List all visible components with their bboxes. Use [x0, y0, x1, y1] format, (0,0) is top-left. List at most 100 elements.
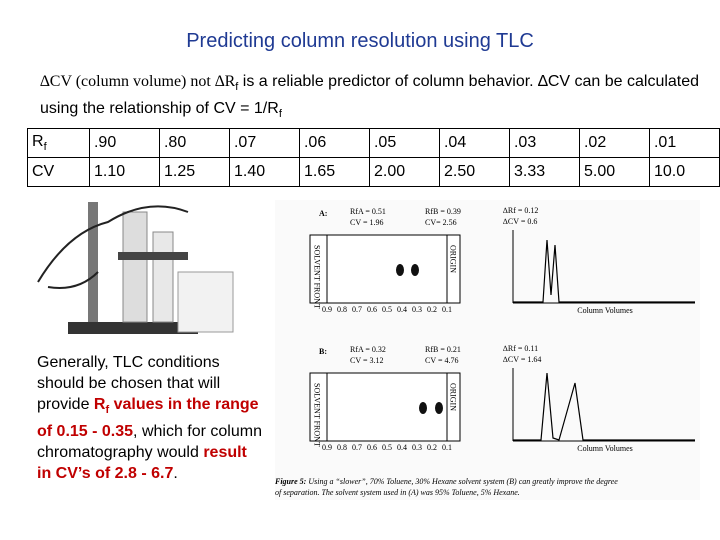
- column: [152, 231, 174, 323]
- rf-b: RfB = 0.39: [425, 207, 461, 216]
- rf-a: RfA = 0.51: [350, 207, 386, 216]
- front-label: SOLVENT FRONT: [313, 245, 322, 309]
- cv-a: CV = 1.96: [350, 218, 383, 227]
- scale-label: 0.7: [352, 305, 362, 314]
- rf-a: RfA = 0.32: [350, 345, 386, 354]
- scale-label: 0.8: [337, 443, 347, 452]
- subscript: f: [105, 404, 110, 417]
- table-cell: 5.00: [578, 157, 650, 187]
- slide-title: Predicting column resolution using TLC: [186, 30, 534, 52]
- scale-label: 0.3: [412, 305, 422, 314]
- scale-label: 0.1: [442, 305, 452, 314]
- cv-b: CV = 4.76: [425, 356, 458, 365]
- delta-rf: ∆Rf = 0.11: [503, 344, 538, 353]
- clamp: [118, 252, 188, 260]
- tlc-plate: [309, 234, 461, 304]
- text-part: .: [173, 465, 178, 483]
- caption-text: Using a “slower”, 70% Toluene, 30% Hexan…: [306, 477, 618, 486]
- intro-part: is a reliable predictor of column behavi…: [40, 73, 700, 118]
- tlc-spot: [435, 402, 443, 414]
- scale-label: 0.6: [367, 443, 377, 452]
- tlc-figure: Figure 5: Using a “slower”, 70% Toluene,…: [275, 200, 700, 500]
- table-cell: 1.40: [228, 157, 300, 187]
- front-label: SOLVENT FRONT: [313, 383, 322, 447]
- tlc-spot: [411, 264, 419, 276]
- rf-b: RfB = 0.21: [425, 345, 461, 354]
- guideline-text: Generally, TLC conditions should be chos…: [37, 352, 265, 484]
- table-cell: .06: [298, 128, 370, 158]
- table-cell: .80: [158, 128, 230, 158]
- table-cell: 2.00: [368, 157, 440, 187]
- tubing: [47, 271, 99, 289]
- stand-base: [68, 322, 198, 334]
- table-row: CV 1.10 1.25 1.40 1.65 2.00 2.50 3.33 5.00 10.0: [27, 157, 720, 187]
- x-axis-label: Column Volumes: [577, 306, 633, 315]
- scale-label: 0.8: [337, 305, 347, 314]
- tlc-spot: [419, 402, 427, 414]
- delta-cv: ∆CV = 1.64: [503, 355, 541, 364]
- scale-label: 0.7: [352, 443, 362, 452]
- scale-label: 0.6: [367, 305, 377, 314]
- panel-label: A:: [319, 209, 327, 218]
- panel-label: B:: [319, 347, 327, 356]
- scale-label: 0.4: [397, 443, 407, 452]
- highlight: R: [93, 396, 106, 413]
- apparatus-photo: [37, 202, 234, 334]
- x-axis-label: Column Volumes: [577, 444, 633, 453]
- table-cell: 1.10: [88, 157, 160, 187]
- table-row: Rf .90.80.07.06.05.04.03.02.01: [27, 128, 720, 158]
- row-label: CV: [27, 157, 90, 187]
- chromatogram: [513, 239, 695, 303]
- scale-label: 0.9: [322, 443, 332, 452]
- cv-b: CV= 2.56: [425, 218, 457, 227]
- tubing: [37, 205, 189, 283]
- intro-part: ∆CV (column volume) not ∆R: [40, 73, 236, 90]
- tube-rack: [177, 271, 234, 333]
- scale-label: 0.3: [412, 443, 422, 452]
- subscript: f: [235, 81, 239, 94]
- caption-text: of separation. The solvent system used i…: [275, 488, 520, 497]
- subscript: f: [278, 108, 282, 121]
- highlight: result in CV’s of 2.8 - 6.7: [37, 444, 247, 483]
- table-cell: 10.0: [648, 157, 720, 187]
- row-label: Rf: [27, 128, 90, 158]
- scale-label: 0.2: [427, 443, 437, 452]
- highlight: values in the range of 0.15 - 0.35: [37, 396, 259, 441]
- chromatogram: [513, 372, 695, 441]
- caption-head: Figure 5:: [275, 477, 307, 486]
- table-cell: .02: [578, 128, 650, 158]
- scale-label: 0.9: [322, 305, 332, 314]
- table-cell: 1.65: [298, 157, 370, 187]
- rf-cv-table: Rf .90.80.07.06.05.04.03.02.01 CV 1.10 1.…: [27, 128, 720, 187]
- origin-label: ORIGIN: [449, 383, 458, 411]
- scale-label: 0.2: [427, 305, 437, 314]
- text-part: Generally, TLC conditions should be chos…: [37, 354, 221, 413]
- stand-pole: [88, 202, 98, 332]
- table-cell: 3.33: [508, 157, 580, 187]
- intro-text: ∆CV (column volume) not ∆Rf is a reliabl…: [40, 71, 710, 125]
- table-cell: .90: [88, 128, 160, 158]
- caption: Figure 5: Using a “slower”, 70% Toluene,…: [275, 477, 618, 497]
- subscript: f: [43, 141, 47, 154]
- table-cell: .07: [228, 128, 300, 158]
- scale-label: 0.1: [442, 443, 452, 452]
- delta-cv: ∆CV = 0.6: [503, 217, 537, 226]
- scale-label: 0.5: [382, 305, 392, 314]
- tlc-spot: [396, 264, 404, 276]
- text-part: , which for column chromatography would: [37, 423, 262, 462]
- table-cell: 2.50: [438, 157, 510, 187]
- origin-label: ORIGIN: [449, 245, 458, 273]
- tlc-plate: [309, 372, 461, 442]
- column: [122, 211, 148, 323]
- cv-a: CV = 3.12: [350, 356, 383, 365]
- scale-label: 0.4: [397, 305, 407, 314]
- table-cell: .05: [368, 128, 440, 158]
- table-cell: .01: [648, 128, 720, 158]
- label-text: R: [32, 132, 44, 150]
- table-cell: .04: [438, 128, 510, 158]
- delta-rf: ∆Rf = 0.12: [503, 206, 538, 215]
- table-cell: 1.25: [158, 157, 230, 187]
- scale-label: 0.5: [382, 443, 392, 452]
- table-cell: .03: [508, 128, 580, 158]
